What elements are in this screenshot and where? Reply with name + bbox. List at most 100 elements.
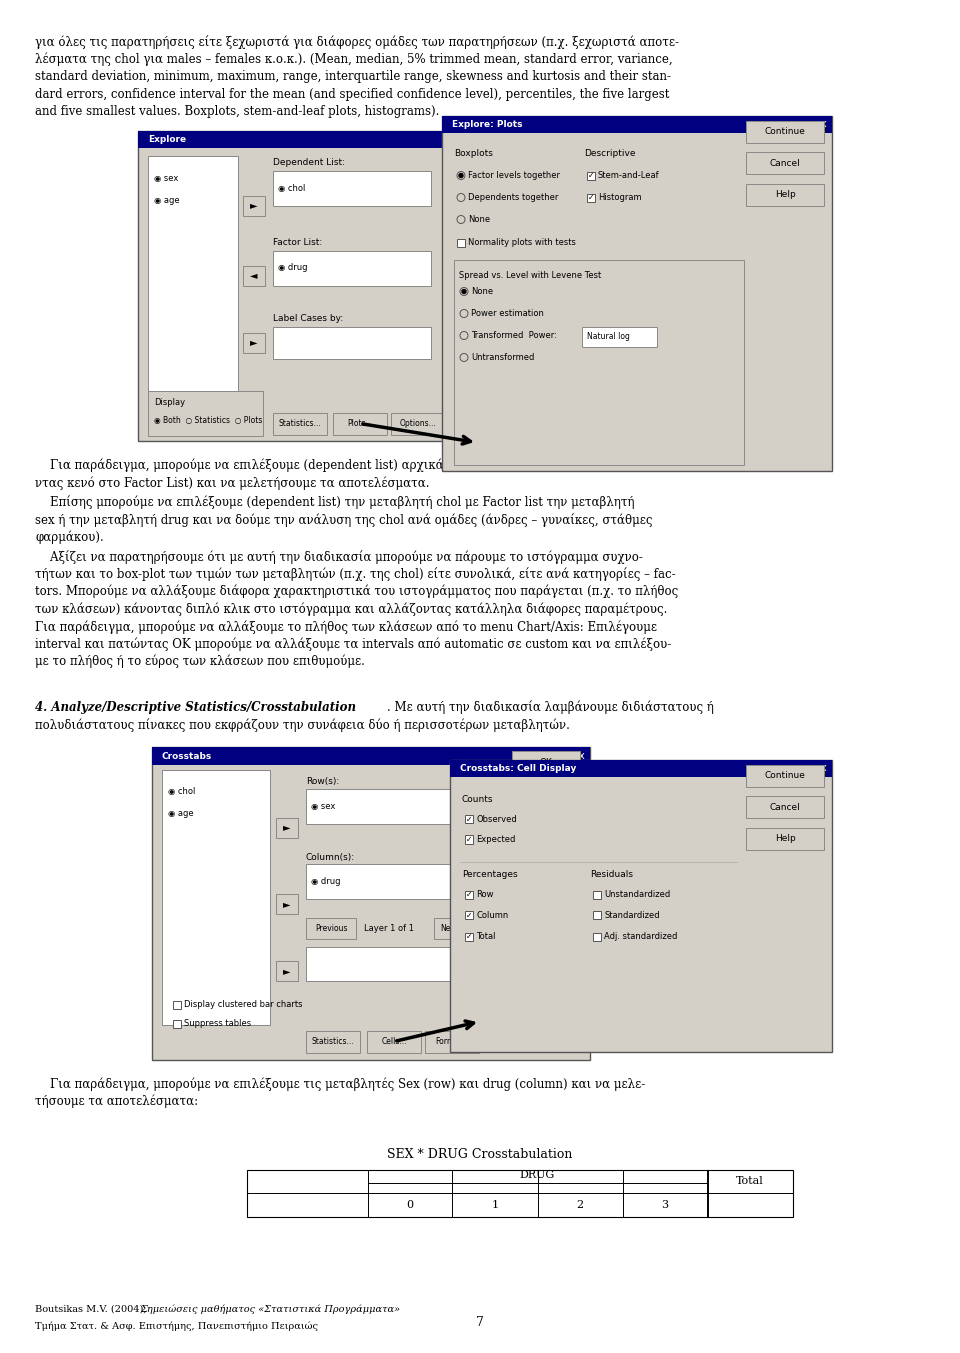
FancyBboxPatch shape <box>522 229 590 252</box>
Text: Boxplots: Boxplots <box>454 149 492 158</box>
Text: Display clustered bar charts: Display clustered bar charts <box>184 1000 302 1009</box>
Text: x: x <box>821 763 827 774</box>
Text: Display: Display <box>154 398 185 407</box>
Text: ►: ► <box>283 966 291 977</box>
Text: Reset: Reset <box>534 821 559 829</box>
FancyBboxPatch shape <box>512 751 580 774</box>
FancyBboxPatch shape <box>746 764 824 786</box>
FancyBboxPatch shape <box>152 747 590 1059</box>
FancyBboxPatch shape <box>593 912 601 920</box>
Text: ◉ sex: ◉ sex <box>311 802 335 812</box>
FancyBboxPatch shape <box>746 152 824 175</box>
Text: φαρμάκου).: φαρμάκου). <box>35 530 104 544</box>
Text: για όλες τις παρατηρήσεις είτε ξεχωριστά για διάφορες ομάδες των παρατηρήσεων (π: για όλες τις παρατηρήσεις είτε ξεχωριστά… <box>35 35 679 49</box>
Text: Continue: Continue <box>764 771 805 779</box>
Text: dard errors, confidence interval for the mean (and specified confidence level), : dard errors, confidence interval for the… <box>35 88 669 100</box>
FancyBboxPatch shape <box>138 130 600 441</box>
Text: Explore: Plots: Explore: Plots <box>452 120 522 129</box>
Text: Cells...: Cells... <box>381 1036 407 1046</box>
FancyBboxPatch shape <box>273 170 431 206</box>
FancyBboxPatch shape <box>457 238 465 246</box>
Text: Row: Row <box>476 890 493 898</box>
Text: Total: Total <box>736 1177 764 1187</box>
Text: Cancel: Cancel <box>770 158 801 168</box>
Text: Counts: Counts <box>462 796 493 804</box>
Text: Help: Help <box>536 884 557 893</box>
Text: Power estimation: Power estimation <box>471 308 544 318</box>
FancyBboxPatch shape <box>248 1169 793 1218</box>
FancyBboxPatch shape <box>306 790 464 824</box>
Text: Explore: Explore <box>148 135 186 143</box>
FancyBboxPatch shape <box>243 265 265 285</box>
FancyBboxPatch shape <box>276 894 298 915</box>
FancyBboxPatch shape <box>582 326 657 346</box>
Text: 2: 2 <box>576 1200 584 1211</box>
Text: Standardized: Standardized <box>604 911 660 920</box>
Text: ►: ► <box>251 337 257 348</box>
Text: Row(s):: Row(s): <box>306 777 339 786</box>
FancyBboxPatch shape <box>173 1020 181 1027</box>
Text: Stem-and-Leaf: Stem-and-Leaf <box>598 170 660 180</box>
FancyBboxPatch shape <box>746 796 824 819</box>
FancyBboxPatch shape <box>152 747 590 764</box>
Text: x: x <box>589 134 595 145</box>
FancyBboxPatch shape <box>276 817 298 838</box>
FancyBboxPatch shape <box>522 166 590 188</box>
FancyBboxPatch shape <box>306 947 464 981</box>
Text: Format...: Format... <box>435 1036 469 1046</box>
Text: Options...: Options... <box>399 419 437 428</box>
FancyBboxPatch shape <box>138 130 600 147</box>
FancyBboxPatch shape <box>465 932 473 940</box>
FancyBboxPatch shape <box>273 326 431 359</box>
Text: ◉ chol: ◉ chol <box>278 184 305 192</box>
FancyBboxPatch shape <box>512 783 580 805</box>
Text: Dependent List:: Dependent List: <box>273 158 345 166</box>
Text: Spread vs. Level with Levene Test: Spread vs. Level with Levene Test <box>459 272 601 280</box>
Text: Cancel: Cancel <box>540 235 571 245</box>
FancyBboxPatch shape <box>450 759 832 1051</box>
Text: 4. Analyze/Descriptive Statistics/Crosstabulation: 4. Analyze/Descriptive Statistics/Crosst… <box>35 701 356 713</box>
Text: ►: ► <box>283 900 291 909</box>
Text: and five smallest values. Boxplots, stem-and-leaf plots, histograms).: and five smallest values. Boxplots, stem… <box>35 106 440 118</box>
Text: Column(s):: Column(s): <box>306 852 355 862</box>
Text: Paste: Paste <box>534 790 558 798</box>
Text: OK: OK <box>549 141 563 150</box>
Text: Help: Help <box>775 189 796 199</box>
FancyBboxPatch shape <box>522 134 590 157</box>
Text: ✓: ✓ <box>466 911 472 920</box>
Text: των κλάσεων) κάνοντας διπλό κλικ στο ιστόγραμμα και αλλάζοντας κατάλληλα διάφορε: των κλάσεων) κάνοντας διπλό κλικ στο ιστ… <box>35 602 667 616</box>
FancyBboxPatch shape <box>425 1031 479 1053</box>
Text: OK: OK <box>540 758 552 767</box>
FancyBboxPatch shape <box>465 836 473 843</box>
FancyBboxPatch shape <box>367 1031 421 1053</box>
Text: 0: 0 <box>406 1200 414 1211</box>
Text: None: None <box>471 287 493 296</box>
FancyBboxPatch shape <box>512 878 580 900</box>
FancyArrowPatch shape <box>396 1022 473 1040</box>
Text: sex ή την μεταβλητή drug και να δούμε την ανάλυση της chol ανά ομάδες (άνδρες – : sex ή την μεταβλητή drug και να δούμε τη… <box>35 513 653 526</box>
FancyBboxPatch shape <box>512 815 580 836</box>
FancyBboxPatch shape <box>450 759 832 777</box>
Text: Next: Next <box>440 924 458 934</box>
Circle shape <box>462 290 466 294</box>
Text: ✓: ✓ <box>466 835 472 844</box>
FancyBboxPatch shape <box>243 195 265 215</box>
FancyBboxPatch shape <box>148 156 238 406</box>
Text: SEX * DRUG Crosstabulation: SEX * DRUG Crosstabulation <box>387 1147 573 1161</box>
Text: Σημειώσεις μαθήματος «Στατιστικά Προγράμματα»: Σημειώσεις μαθήματος «Στατιστικά Προγράμ… <box>140 1304 400 1314</box>
Text: 7: 7 <box>476 1315 484 1329</box>
Text: Residuals: Residuals <box>590 870 633 879</box>
Text: Descriptive: Descriptive <box>584 149 636 158</box>
Text: Layer 1 of 1: Layer 1 of 1 <box>364 924 414 934</box>
Text: Untransformed: Untransformed <box>471 353 535 363</box>
FancyBboxPatch shape <box>173 1000 181 1008</box>
Text: Natural log: Natural log <box>587 331 630 341</box>
Text: ◉ age: ◉ age <box>154 196 180 206</box>
Text: Cancel: Cancel <box>770 802 801 812</box>
Text: Expected: Expected <box>476 835 516 844</box>
Text: ✓: ✓ <box>466 932 472 940</box>
FancyBboxPatch shape <box>434 917 464 939</box>
Text: ✓: ✓ <box>588 193 594 202</box>
Text: ◉ sex: ◉ sex <box>154 175 179 183</box>
Text: Boutsikas M.V. (2004),: Boutsikas M.V. (2004), <box>35 1304 150 1314</box>
